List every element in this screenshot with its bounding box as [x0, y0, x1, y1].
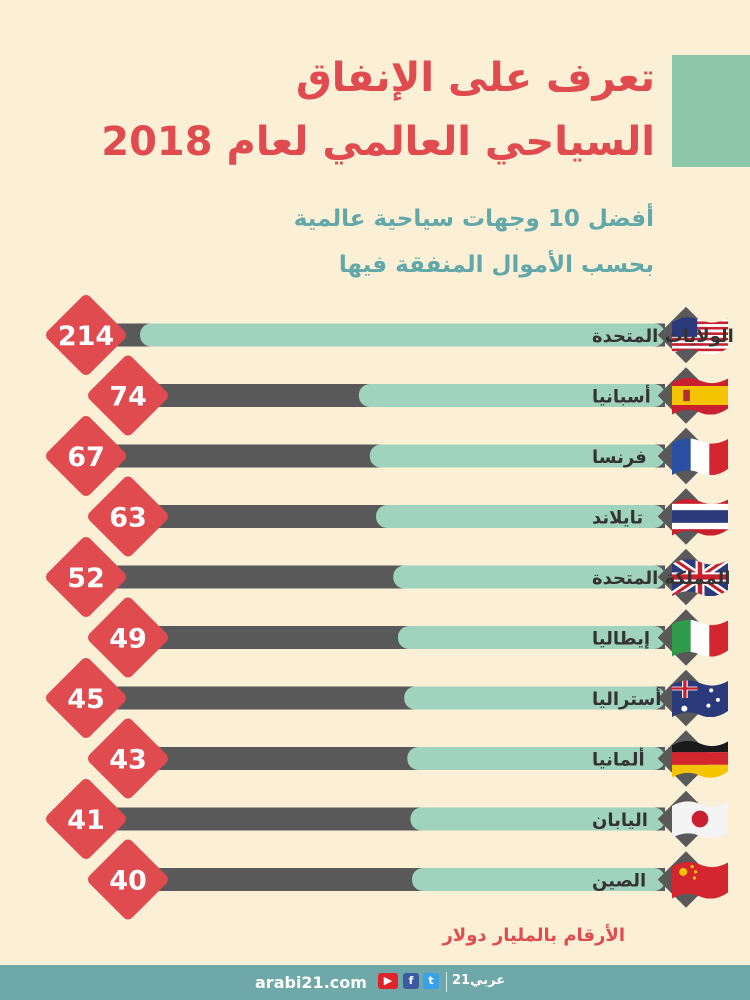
value-label: 214	[58, 321, 114, 352]
value-badge	[46, 658, 126, 738]
category-label: أستراليا	[592, 687, 661, 710]
page-title-line2: السياحي العالمي لعام 2018	[101, 119, 655, 165]
value-label: 40	[109, 866, 147, 897]
china-flag-icon	[672, 861, 728, 899]
twitter-icon[interactable]: t	[423, 973, 439, 989]
value-badge	[46, 779, 126, 859]
value-badge	[88, 597, 168, 678]
bar-fill	[358, 384, 665, 407]
category-label: الولايات المتحدة	[592, 326, 734, 347]
spain-flag-icon	[672, 377, 728, 415]
bar-fill	[412, 868, 665, 891]
australia-flag-icon	[672, 680, 728, 717]
category-label: إيطاليا	[592, 629, 650, 650]
subtitle-line1: أفضل 10 وجهات سياحية عالمية	[293, 206, 654, 232]
value-badge	[46, 295, 126, 375]
footer-divider	[446, 972, 447, 992]
bar-fill	[369, 444, 665, 468]
bar-fill	[376, 505, 665, 528]
bar-fill	[404, 686, 665, 710]
value-label: 41	[67, 805, 105, 836]
facebook-icon[interactable]: f	[403, 973, 419, 989]
france-flag-icon	[672, 438, 728, 475]
unit-note: الأرقام بالمليار دولار	[442, 925, 625, 946]
value-badge	[46, 537, 126, 617]
thailand-flag-icon	[672, 498, 728, 536]
bar-fill	[407, 747, 665, 770]
youtube-icon[interactable]: ▶	[378, 973, 398, 989]
category-label: ألمانيا	[592, 748, 645, 771]
value-label: 45	[67, 684, 105, 715]
category-label: فرنسا	[592, 447, 647, 468]
bar-fill	[397, 626, 665, 649]
value-label: 63	[109, 503, 147, 534]
value-badge	[88, 839, 168, 920]
value-label: 74	[109, 382, 147, 413]
value-badge	[88, 476, 168, 557]
value-label: 49	[109, 624, 147, 655]
bar-fill	[393, 565, 665, 589]
japan-flag-icon	[672, 801, 728, 838]
category-label: تايلاند	[592, 508, 643, 529]
italy-flag-icon	[672, 619, 728, 657]
value-badge	[88, 718, 168, 799]
value-label: 52	[67, 563, 105, 594]
footer-site-link[interactable]: arabi21.com	[255, 973, 367, 992]
category-label: اليابان	[592, 810, 648, 831]
category-label: المملكة المتحدة	[592, 568, 730, 589]
page-title-line1: تعرف على الإنفاق	[295, 55, 655, 101]
value-label: 43	[109, 745, 147, 776]
category-label: أسبانيا	[592, 385, 651, 408]
bar-chart: 214 الولايات المتحدة 74 أسبانيا 67 فرنسا 63 تاي…	[46, 295, 734, 920]
bar-fill	[140, 323, 665, 347]
bar-fill	[410, 807, 665, 831]
value-badge	[88, 355, 168, 436]
value-badge	[46, 416, 126, 496]
subtitle-line2: بحسب الأموال المنفقة فيها	[338, 252, 654, 278]
category-label: الصين	[592, 871, 646, 892]
germany-flag-icon	[672, 740, 728, 778]
footer-bar: arabi21.com ▶ f t عربي21	[0, 965, 750, 1000]
uk-flag-icon	[672, 559, 728, 597]
value-label: 67	[67, 442, 105, 473]
brand-logo: عربي21	[452, 973, 506, 988]
accent-block	[672, 55, 750, 167]
